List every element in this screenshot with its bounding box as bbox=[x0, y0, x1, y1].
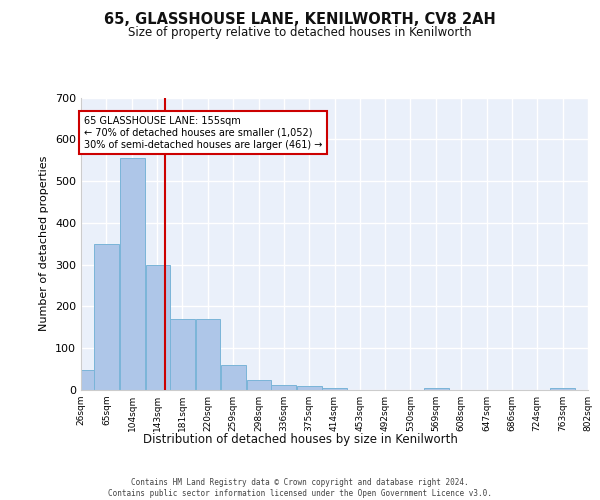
Bar bbox=[94, 244, 119, 390]
Bar bbox=[322, 388, 347, 390]
Y-axis label: Number of detached properties: Number of detached properties bbox=[40, 156, 49, 332]
Bar bbox=[69, 370, 94, 390]
Bar bbox=[424, 388, 449, 390]
Bar bbox=[247, 380, 271, 390]
Text: Distribution of detached houses by size in Kenilworth: Distribution of detached houses by size … bbox=[143, 432, 457, 446]
Bar bbox=[120, 158, 145, 390]
Text: 65 GLASSHOUSE LANE: 155sqm
← 70% of detached houses are smaller (1,052)
30% of s: 65 GLASSHOUSE LANE: 155sqm ← 70% of deta… bbox=[83, 116, 322, 150]
Bar bbox=[196, 319, 220, 390]
Bar bbox=[550, 388, 575, 390]
Bar bbox=[297, 386, 322, 390]
Bar bbox=[271, 386, 296, 390]
Bar bbox=[221, 365, 246, 390]
Text: Contains HM Land Registry data © Crown copyright and database right 2024.
Contai: Contains HM Land Registry data © Crown c… bbox=[108, 478, 492, 498]
Bar bbox=[146, 264, 170, 390]
Text: 65, GLASSHOUSE LANE, KENILWORTH, CV8 2AH: 65, GLASSHOUSE LANE, KENILWORTH, CV8 2AH bbox=[104, 12, 496, 28]
Bar bbox=[170, 319, 195, 390]
Text: Size of property relative to detached houses in Kenilworth: Size of property relative to detached ho… bbox=[128, 26, 472, 39]
